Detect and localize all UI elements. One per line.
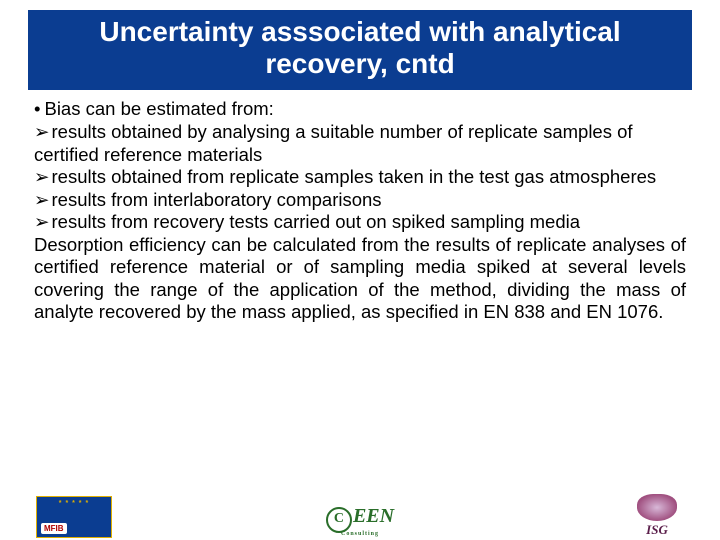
ceen-logo: CEEN Consulting bbox=[310, 506, 410, 536]
arrow-text-1: results obtained by analysing a suitable… bbox=[34, 121, 633, 165]
arrow-icon: ➢ bbox=[34, 189, 50, 210]
arrow-text-2: results obtained from replicate samples … bbox=[52, 166, 657, 187]
slide-title: Uncertainty asssociated with analytical … bbox=[36, 16, 684, 80]
een-text: EEN bbox=[353, 505, 394, 527]
isg-logo: ISG bbox=[630, 494, 684, 538]
arrow-text-3: results from interlaboratory comparisons bbox=[52, 189, 382, 210]
arrow-item-4: ➢results from recovery tests carried out… bbox=[34, 211, 686, 234]
isg-label: ISG bbox=[646, 522, 668, 538]
arrow-item-1: ➢results obtained by analysing a suitabl… bbox=[34, 121, 686, 166]
c-mark-icon: C bbox=[326, 507, 352, 533]
arrow-icon: ➢ bbox=[34, 211, 50, 232]
intro-text: Bias can be estimated from: bbox=[44, 98, 273, 121]
arrow-text-4: results from recovery tests carried out … bbox=[52, 211, 581, 232]
eu-stars-icon: * * * * * bbox=[40, 500, 108, 507]
arrow-item-3: ➢results from interlaboratory comparison… bbox=[34, 189, 686, 212]
arrow-icon: ➢ bbox=[34, 121, 50, 142]
desorption-paragraph: Desorption efficiency can be calculated … bbox=[34, 234, 686, 324]
footer-logos: * * * * * MFIB CEEN Consulting ISG bbox=[0, 496, 720, 538]
arrow-item-2: ➢results obtained from replicate samples… bbox=[34, 166, 686, 189]
arrow-icon: ➢ bbox=[34, 166, 50, 187]
slide: Uncertainty asssociated with analytical … bbox=[0, 10, 720, 540]
mfib-label: MFIB bbox=[41, 523, 67, 534]
intro-line: • Bias can be estimated from: bbox=[34, 98, 686, 121]
hands-icon bbox=[637, 494, 677, 521]
eu-mfib-logo: * * * * * MFIB bbox=[36, 496, 112, 538]
slide-content: • Bias can be estimated from: ➢results o… bbox=[34, 98, 686, 324]
disc-bullet-icon: • bbox=[34, 98, 40, 121]
title-bar: Uncertainty asssociated with analytical … bbox=[28, 10, 692, 90]
